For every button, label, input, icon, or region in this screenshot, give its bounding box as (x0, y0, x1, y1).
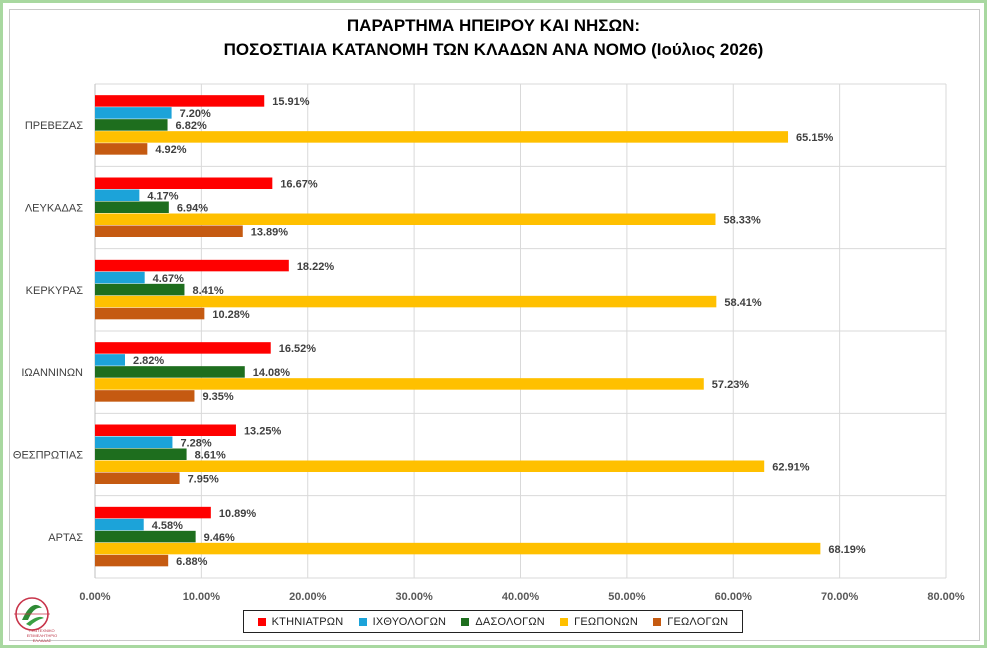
bar (95, 283, 185, 296)
data-label: 7.20% (180, 108, 211, 120)
x-tick-label: 70.00% (821, 591, 859, 603)
data-label: 2.82% (133, 355, 164, 367)
x-tick-label: 50.00% (608, 591, 646, 603)
data-label: 7.28% (180, 438, 211, 450)
data-label: 6.88% (176, 556, 207, 568)
data-label: 62.91% (772, 462, 810, 474)
data-label: 9.46% (204, 532, 235, 544)
data-label: 18.22% (297, 261, 335, 273)
data-label: 9.35% (202, 391, 233, 403)
bar (95, 259, 289, 272)
legend-item: ΙΧΘΥΟΛΟΓΩΝ (358, 615, 447, 628)
bar (95, 542, 821, 555)
data-label: 16.52% (279, 343, 317, 355)
bar (95, 107, 172, 119)
data-label: 4.17% (147, 191, 178, 203)
bar (95, 354, 125, 366)
data-label: 15.91% (272, 96, 310, 108)
category-label: ΚΕΡΚΥΡΑΣ (26, 285, 84, 297)
chart-title-line2: ΠΟΣΟΣΤΙΑΙΑ ΚΑΤΑΝΟΜΗ ΤΩΝ ΚΛΑΔΩΝ ΑΝΑ ΝΟΜΟ … (223, 40, 764, 59)
category-label: ΙΩΑΝΝΙΝΩΝ (21, 367, 83, 379)
bar (95, 554, 169, 567)
bar (95, 295, 717, 308)
plot-border (9, 9, 980, 641)
x-tick-label: 0.00% (79, 591, 110, 603)
bar (95, 506, 211, 519)
legend-label: ΔΑΣΟΛΟΓΩΝ (475, 615, 545, 628)
data-label: 14.08% (253, 367, 291, 379)
bar (95, 201, 169, 213)
data-label: 68.19% (828, 544, 866, 556)
chart-title: ΠΑΡΑΡΤΗΜΑ ΗΠΕΙΡΟΥ ΚΑΙ ΝΗΣΩΝ: ΠΟΣΟΣΤΙΑΙΑ … (0, 14, 987, 62)
legend-swatch (358, 617, 367, 626)
data-label: 10.28% (212, 309, 250, 321)
category-label: ΘΕΣΠΡΩΤΙΑΣ (13, 450, 83, 462)
logo-text: ΓΕΩΤΕΧΝΙΚΟ ΕΠΙΜΕΛΗΤΗΡΙΟ ΕΛΛΑΔΑΣ (26, 628, 58, 643)
legend-item: ΔΑΣΟΛΟΓΩΝ (461, 616, 545, 628)
bar (95, 177, 273, 189)
data-label: 58.41% (724, 297, 762, 309)
organization-logo (14, 597, 50, 631)
x-tick-label: 40.00% (502, 591, 540, 603)
legend-label: ΓΕΩΛΟΓΩΝ (667, 615, 729, 628)
bar (95, 342, 271, 354)
bar (95, 95, 265, 107)
legend-swatch (461, 617, 470, 626)
data-label: 10.89% (219, 508, 257, 520)
x-tick-label: 10.00% (183, 591, 221, 603)
legend-label: ΚΤΗΝΙΑΤΡΩΝ (271, 615, 344, 628)
bar (95, 189, 140, 201)
bar (95, 271, 145, 284)
legend-label: ΙΧΘΥΟΛΟΓΩΝ (372, 615, 447, 628)
bar (95, 143, 148, 155)
legend-item: ΓΕΩΛΟΓΩΝ (653, 616, 728, 628)
legend-item: ΓΕΩΠΟΝΩΝ (560, 616, 638, 628)
data-label: 7.95% (188, 474, 219, 486)
bar (95, 213, 716, 225)
bar (95, 225, 243, 237)
data-label: 16.67% (280, 179, 318, 191)
data-label: 6.82% (176, 120, 207, 132)
bar (95, 131, 789, 143)
x-tick-label: 20.00% (289, 591, 327, 603)
data-label: 13.25% (244, 426, 282, 438)
data-label: 4.67% (153, 273, 184, 285)
bar (95, 518, 144, 531)
x-tick-label: 30.00% (395, 591, 433, 603)
data-label: 8.41% (192, 285, 223, 297)
data-label: 8.61% (195, 450, 226, 462)
legend-swatch (653, 617, 662, 626)
data-label: 57.23% (712, 379, 750, 391)
legend-swatch (257, 617, 266, 626)
category-label: ΑΡΤΑΣ (48, 532, 83, 544)
x-tick-label: 60.00% (715, 591, 753, 603)
bar (95, 448, 187, 460)
bar (95, 307, 205, 320)
category-label: ΠΡΕΒΕΖΑΣ (25, 120, 83, 132)
legend-item: ΚΤΗΝΙΑΤΡΩΝ (257, 615, 344, 628)
data-label: 6.94% (177, 203, 208, 215)
data-label: 65.15% (796, 132, 834, 144)
legend-label: ΓΕΩΠΟΝΩΝ (574, 615, 638, 628)
bar (95, 378, 704, 390)
x-tick-label: 80.00% (927, 591, 965, 603)
bar (95, 119, 168, 131)
data-label: 58.33% (723, 215, 761, 227)
bar (95, 436, 173, 448)
bar (95, 424, 236, 436)
data-label: 4.92% (155, 144, 186, 156)
chart-legend: ΚΤΗΝΙΑΤΡΩΝ ΙΧΘΥΟΛΟΓΩΝ ΔΑΣΟΛΟΓΩΝ ΓΕΩΠΟΝΩΝ ΓΕΩ… (243, 610, 743, 633)
legend-swatch (560, 617, 569, 626)
bar (95, 460, 765, 472)
data-label: 13.89% (251, 227, 289, 239)
category-label: ΛΕΥΚΑΔΑΣ (25, 203, 83, 215)
bar (95, 366, 245, 378)
data-label: 4.58% (152, 520, 183, 532)
bar (95, 530, 196, 543)
chart-title-line1: ΠΑΡΑΡΤΗΜΑ ΗΠΕΙΡΟΥ ΚΑΙ ΝΗΣΩΝ: (346, 16, 641, 35)
bar (95, 472, 180, 484)
bar (95, 390, 195, 402)
